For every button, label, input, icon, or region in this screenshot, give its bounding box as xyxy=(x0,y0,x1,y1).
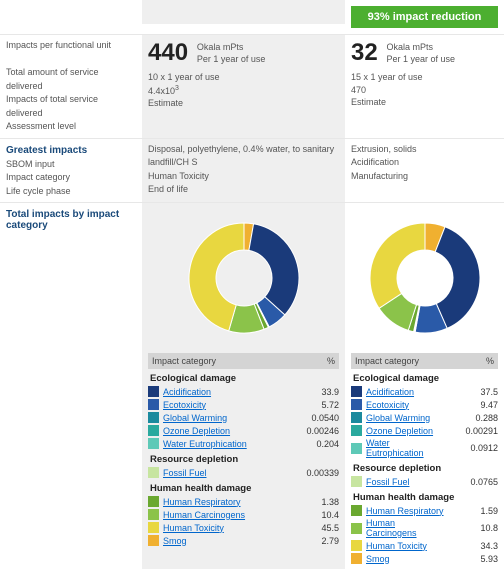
table-row: Human Carcinogens10.8 xyxy=(351,517,498,539)
category-link[interactable]: Water Eutrophication xyxy=(163,439,289,449)
table-row: Global Warming0.0540 xyxy=(148,411,339,424)
category-link[interactable]: Ecotoxicity xyxy=(163,400,289,410)
score-mid: 440 xyxy=(148,39,188,67)
table-row: Human Toxicity45.5 xyxy=(148,521,339,534)
donut-chart-mid xyxy=(179,213,309,343)
score-right: 32 xyxy=(351,39,378,67)
category-link[interactable]: Human Carcinogens xyxy=(366,518,448,538)
table-row: Water Eutrophication0.0912 xyxy=(351,437,498,459)
category-link[interactable]: Ozone Depletion xyxy=(366,426,448,436)
category-link[interactable]: Human Toxicity xyxy=(163,523,289,533)
donut-chart-right xyxy=(360,213,490,343)
table-row: Fossil Fuel0.0765 xyxy=(351,475,498,488)
table-row: Human Respiratory1.59 xyxy=(351,504,498,517)
category-link[interactable]: Human Respiratory xyxy=(163,497,289,507)
category-link[interactable]: Acidification xyxy=(366,387,448,397)
impact-table-mid: Ecological damageAcidification33.9Ecotox… xyxy=(148,369,339,547)
category-link[interactable]: Smog xyxy=(366,554,448,564)
table-row: Acidification37.5 xyxy=(351,385,498,398)
table-row: Ozone Depletion0.00246 xyxy=(148,424,339,437)
category-link[interactable]: Smog xyxy=(163,536,289,546)
meta-right: 15 x 1 year of use 470 Estimate xyxy=(351,71,498,109)
table-row: Ozone Depletion0.00291 xyxy=(351,424,498,437)
category-link[interactable]: Human Respiratory xyxy=(366,506,448,516)
category-link[interactable]: Global Warming xyxy=(163,413,289,423)
table-row: Human Toxicity34.3 xyxy=(351,539,498,552)
table-row: Global Warming0.288 xyxy=(351,411,498,424)
table-row: Acidification33.9 xyxy=(148,385,339,398)
category-link[interactable]: Human Toxicity xyxy=(366,541,448,551)
total-impacts-title: Total impacts by impact category xyxy=(6,209,136,231)
category-link[interactable]: Human Carcinogens xyxy=(163,510,289,520)
table-row: Human Respiratory1.38 xyxy=(148,495,339,508)
greatest-impacts-title: Greatest impacts xyxy=(6,145,136,156)
table-row: Ecotoxicity9.47 xyxy=(351,398,498,411)
table-row: Smog5.93 xyxy=(351,552,498,565)
category-link[interactable]: Fossil Fuel xyxy=(163,468,289,478)
left-labels-block: Impacts per functional unit Total amount… xyxy=(6,39,136,134)
category-link[interactable]: Water Eutrophication xyxy=(366,438,448,458)
category-link[interactable]: Ozone Depletion xyxy=(163,426,289,436)
meta-mid: 10 x 1 year of use 4.4x103 Estimate xyxy=(148,71,339,110)
impact-reduction-badge: 93% impact reduction xyxy=(351,6,498,28)
greatest-mid: Disposal, polyethylene, 0.4% water, to s… xyxy=(148,143,339,197)
category-link[interactable]: Global Warming xyxy=(366,413,448,423)
table-row: Ecotoxicity5.72 xyxy=(148,398,339,411)
table-row: Fossil Fuel0.00339 xyxy=(148,466,339,479)
table-row: Smog2.79 xyxy=(148,534,339,547)
table-row: Water Eutrophication0.204 xyxy=(148,437,339,450)
category-link[interactable]: Ecotoxicity xyxy=(366,400,448,410)
greatest-right: Extrusion, solidsAcidificationManufactur… xyxy=(351,143,498,184)
category-link[interactable]: Fossil Fuel xyxy=(366,477,448,487)
impact-table-right: Ecological damageAcidification37.5Ecotox… xyxy=(351,369,498,565)
category-link[interactable]: Acidification xyxy=(163,387,289,397)
table-row: Human Carcinogens10.4 xyxy=(148,508,339,521)
